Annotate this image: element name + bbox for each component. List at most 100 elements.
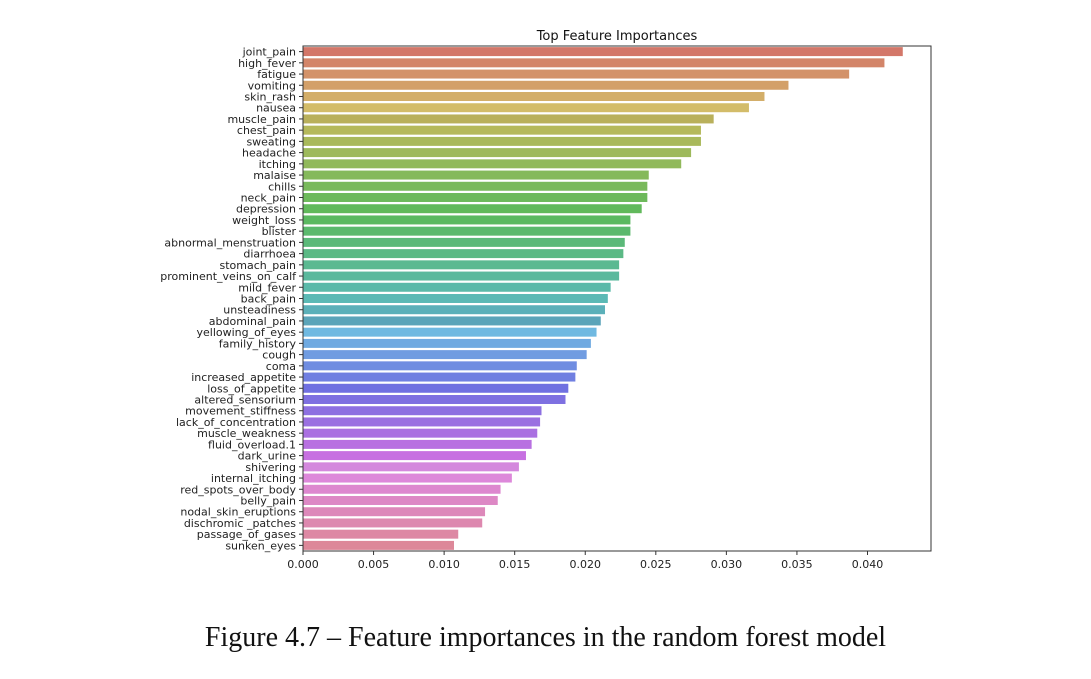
y-tick-label: coma bbox=[266, 360, 296, 373]
figure-caption: Figure 4.7 – Feature importances in the … bbox=[204, 622, 887, 653]
y-tick-label: altered_sensorium bbox=[194, 394, 296, 407]
y-tick-label: family_history bbox=[219, 337, 297, 350]
bar-chills bbox=[303, 181, 648, 191]
bar-nausea bbox=[303, 103, 749, 113]
bar-mild-fever bbox=[303, 282, 611, 292]
y-tick-label: dischromic _patches bbox=[184, 517, 296, 530]
bar-loss-of-appetite bbox=[303, 383, 569, 393]
y-tick-label: loss_of_appetite bbox=[207, 382, 296, 395]
y-tick-label: cough bbox=[262, 349, 296, 362]
bar-neck-pain bbox=[303, 193, 648, 202]
bars-group bbox=[303, 47, 903, 550]
x-tick-label: 0.005 bbox=[358, 558, 390, 571]
bar-movement-stiffness bbox=[303, 406, 542, 416]
bar-dischromic-patches bbox=[303, 518, 483, 528]
bar-family-history bbox=[303, 338, 591, 348]
bar-cough bbox=[303, 350, 587, 360]
y-tick-label: mild_fever bbox=[238, 281, 296, 294]
y-tick-label: blister bbox=[262, 225, 297, 238]
x-tick-label: 0.025 bbox=[640, 558, 672, 571]
bar-malaise bbox=[303, 170, 649, 180]
bar-yellowing-of-eyes bbox=[303, 327, 597, 337]
bar-itching bbox=[303, 159, 682, 169]
bar-red-spots-over-body bbox=[303, 484, 501, 494]
y-tick-label: movement_stiffness bbox=[185, 405, 296, 418]
y-tick-labels: joint_painhigh_feverfatiguevomitingskin_… bbox=[160, 46, 303, 552]
y-tick-label: chest_pain bbox=[237, 124, 296, 137]
y-tick-label: malaise bbox=[253, 169, 296, 182]
y-tick-label: vomiting bbox=[248, 79, 296, 92]
y-tick-label: sweating bbox=[246, 135, 296, 148]
bar-passage-of-gases bbox=[303, 529, 459, 539]
bar-dark-urine bbox=[303, 451, 526, 461]
x-tick-labels: 0.000 0.005 0.010 0.015 0.020 0.025 0.030 0.035… bbox=[287, 551, 883, 571]
y-tick-label: diarrhoea bbox=[243, 248, 296, 261]
bar-sunken-eyes bbox=[303, 540, 455, 550]
y-tick-label: nodal_skin_eruptions bbox=[180, 506, 296, 519]
bar-joint-pain bbox=[303, 47, 903, 57]
bar-shivering bbox=[303, 462, 519, 472]
feature-importance-chart: Top Feature Importances joint_pain high_f… bbox=[160, 29, 932, 571]
bar-depression bbox=[303, 204, 642, 214]
y-tick-label: internal_itching bbox=[211, 472, 296, 485]
bar-belly-pain bbox=[303, 496, 498, 505]
bar-back-pain bbox=[303, 294, 608, 303]
y-tick-label: shivering bbox=[245, 461, 296, 474]
y-tick-label: increased_appetite bbox=[191, 371, 296, 384]
y-tick-label: abnormal_menstruation bbox=[164, 236, 296, 249]
bar-nodal-skin-eruptions bbox=[303, 507, 486, 517]
y-tick-label: fluid_overload.1 bbox=[208, 438, 296, 451]
bar-prominent-veins-on-calf bbox=[303, 271, 620, 281]
y-tick-label: muscle_weakness bbox=[197, 427, 296, 440]
bar-abnormal-menstruation bbox=[303, 237, 625, 247]
bar-abdominal-pain bbox=[303, 316, 601, 326]
y-tick-label: neck_pain bbox=[241, 192, 296, 205]
y-tick-label: stomach_pain bbox=[219, 259, 296, 272]
bar-muscle-pain bbox=[303, 114, 714, 124]
y-tick-label: back_pain bbox=[241, 293, 296, 306]
y-tick-label: passage_of_gases bbox=[197, 528, 297, 541]
bar-sweating bbox=[303, 136, 701, 146]
bar-vomiting bbox=[303, 80, 789, 90]
y-tick-label: prominent_veins_on_calf bbox=[160, 270, 297, 283]
y-tick-label: itching bbox=[259, 158, 296, 171]
y-tick-label: red_spots_over_body bbox=[180, 483, 296, 496]
bar-stomach-pain bbox=[303, 260, 620, 270]
chart-title: Top Feature Importances bbox=[536, 29, 698, 44]
y-tick-label: sunken_eyes bbox=[225, 539, 296, 552]
y-tick-label: yellowing_of_eyes bbox=[196, 326, 296, 339]
bar-blister bbox=[303, 226, 631, 236]
bar-weight-loss bbox=[303, 215, 631, 225]
y-tick-label: chills bbox=[268, 180, 296, 193]
y-tick-label: skin_rash bbox=[244, 91, 296, 104]
y-tick-label: belly_pain bbox=[240, 495, 296, 508]
bar-fatigue bbox=[303, 69, 850, 79]
y-tick-label: abdominal_pain bbox=[209, 315, 296, 328]
plot-frame bbox=[302, 45, 932, 552]
x-tick-label: 0.040 bbox=[852, 558, 884, 571]
x-tick-label: 0.020 bbox=[569, 558, 601, 571]
y-tick-label: weight_loss bbox=[232, 214, 296, 227]
x-tick-label: 0.015 bbox=[499, 558, 531, 571]
y-tick-label: nausea bbox=[256, 102, 296, 115]
bar-unsteadiness bbox=[303, 305, 606, 315]
x-tick-label: 0.000 bbox=[287, 558, 319, 571]
x-tick-label: 0.010 bbox=[428, 558, 460, 571]
y-tick-label: fatigue bbox=[257, 68, 296, 81]
bar-coma bbox=[303, 361, 577, 371]
y-tick-label: dark_urine bbox=[238, 450, 297, 463]
bar-diarrhoea bbox=[303, 249, 624, 259]
bar-altered-sensorium bbox=[303, 395, 566, 404]
y-tick-label: depression bbox=[236, 203, 296, 216]
bar-skin-rash bbox=[303, 92, 765, 101]
bar-headache bbox=[303, 148, 692, 158]
bar-lack-of-concentration bbox=[303, 417, 541, 427]
y-tick-label: unsteadiness bbox=[223, 304, 296, 317]
y-tick-label: joint_pain bbox=[242, 46, 296, 59]
y-tick-label: high_fever bbox=[238, 57, 296, 70]
bar-increased-appetite bbox=[303, 372, 576, 382]
chart-svg: Top Feature Importances joint_painhigh_f… bbox=[160, 29, 932, 571]
x-tick-label: 0.035 bbox=[781, 558, 813, 571]
bar-high-fever bbox=[303, 58, 885, 68]
y-tick-label: headache bbox=[242, 147, 296, 160]
